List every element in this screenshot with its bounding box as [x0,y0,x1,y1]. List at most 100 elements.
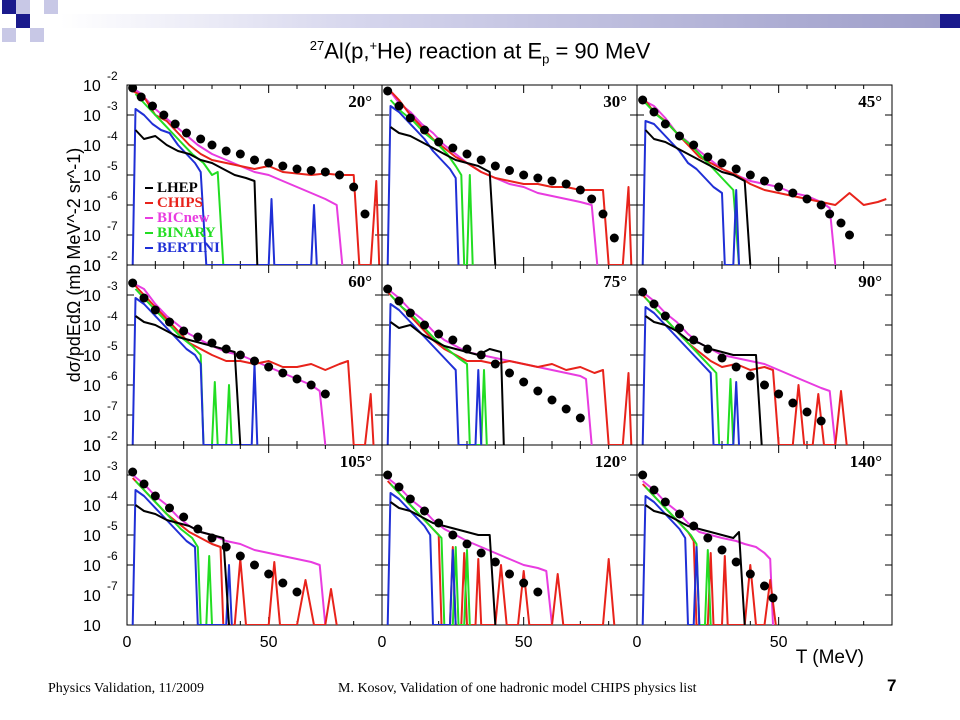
data-point [383,284,393,294]
legend-entry-chips: CHIPS [157,195,203,211]
data-point [448,143,458,153]
panel-angle-label: 45° [858,92,882,111]
y-tick-label-exponent: -3 [107,279,118,293]
panel-frame [126,444,383,626]
y-tick-label-exponent: -2 [107,249,118,263]
y-tick-label: 10 [83,78,101,95]
data-point [221,542,231,552]
data-point [660,119,670,129]
data-point [320,389,330,399]
data-point [360,209,370,219]
deco-header-bar [60,14,960,28]
data-point [394,482,404,492]
panel-9: 140° [636,444,893,626]
panel-angle-label: 20° [348,92,372,111]
data-point [519,578,529,588]
data-point [505,166,514,175]
y-tick-label-exponent: -6 [107,189,118,203]
legend-entry-bicnew: BICnew [157,210,210,226]
series-line-binary [134,93,225,265]
y-tick-label: 10 [83,168,101,185]
panel-series-group [638,287,848,445]
title-part-2: He) reaction at E [377,38,543,64]
series-line-bicnew [132,474,327,625]
data-point [150,491,160,501]
data-point [689,521,699,531]
series-line-bertini [131,297,259,445]
series-line-lhep [389,501,497,625]
y-tick-label: 10 [83,438,101,455]
data-point [420,125,429,135]
panel-frame [636,264,893,446]
data-point [717,545,727,555]
data-point [533,587,543,597]
data-point [745,569,755,579]
panel-3: 45° [636,84,893,266]
y-tick-label: 10 [83,468,101,485]
data-point [689,335,699,345]
data-point [703,152,713,162]
data-point [519,377,529,387]
data-point [845,230,854,240]
data-point [609,233,619,243]
data-point [649,299,659,309]
data-point [561,404,571,414]
data-point [182,128,191,138]
page-number: 7 [887,676,897,695]
y-tick-label-exponent: -3 [107,99,118,113]
y-tick-label: 10 [83,618,101,635]
panel-frame [381,264,638,446]
data-point [448,530,458,540]
y-tick-label: 10 [83,558,101,575]
data-point [476,548,486,558]
data-point [320,167,330,177]
data-point [802,407,812,417]
panel-2: 30° [381,84,638,266]
data-point [490,557,500,567]
x-tick-label: 0 [378,634,387,651]
data-point [675,323,684,333]
data-point [533,386,543,396]
data-point [731,164,741,174]
data-point [745,170,755,180]
series-line-bertini [386,105,460,265]
panel-4: 60° [126,264,383,446]
y-tick-label: 10 [83,258,101,275]
data-point [760,176,769,186]
data-point [405,308,415,318]
panel-frame [636,84,893,266]
panel-angle-label: 140° [850,452,882,471]
x-tick-label: 0 [123,634,132,651]
chart-title: 27Al(p,+He) reaction at Ep = 90 MeV [0,38,960,67]
data-point [196,134,206,144]
y-tick-label-exponent: -4 [107,309,118,323]
data-point [717,158,727,168]
series-line-binary [644,102,740,265]
data-point [675,131,684,141]
data-point [405,113,415,123]
data-point [434,137,444,147]
data-point [561,179,571,189]
data-point [476,350,486,360]
data-point [292,374,302,384]
panel-series-group [128,278,375,445]
data-point [335,170,344,180]
y-tick-label-exponent: -4 [107,489,118,503]
data-point [575,413,585,423]
data-point [462,539,472,549]
data-point [250,155,259,165]
data-point [802,194,812,204]
data-point [139,293,149,303]
data-point [193,332,203,342]
panel-5: 75° [381,264,638,446]
data-point [207,338,217,348]
legend-entry-lhep: LHEP [157,180,198,196]
data-point [193,524,203,534]
data-point [598,209,608,219]
data-point [717,353,727,363]
data-point [264,362,274,372]
data-point [150,305,160,315]
y-tick-label-exponent: -2 [107,69,118,83]
data-point [128,467,138,477]
